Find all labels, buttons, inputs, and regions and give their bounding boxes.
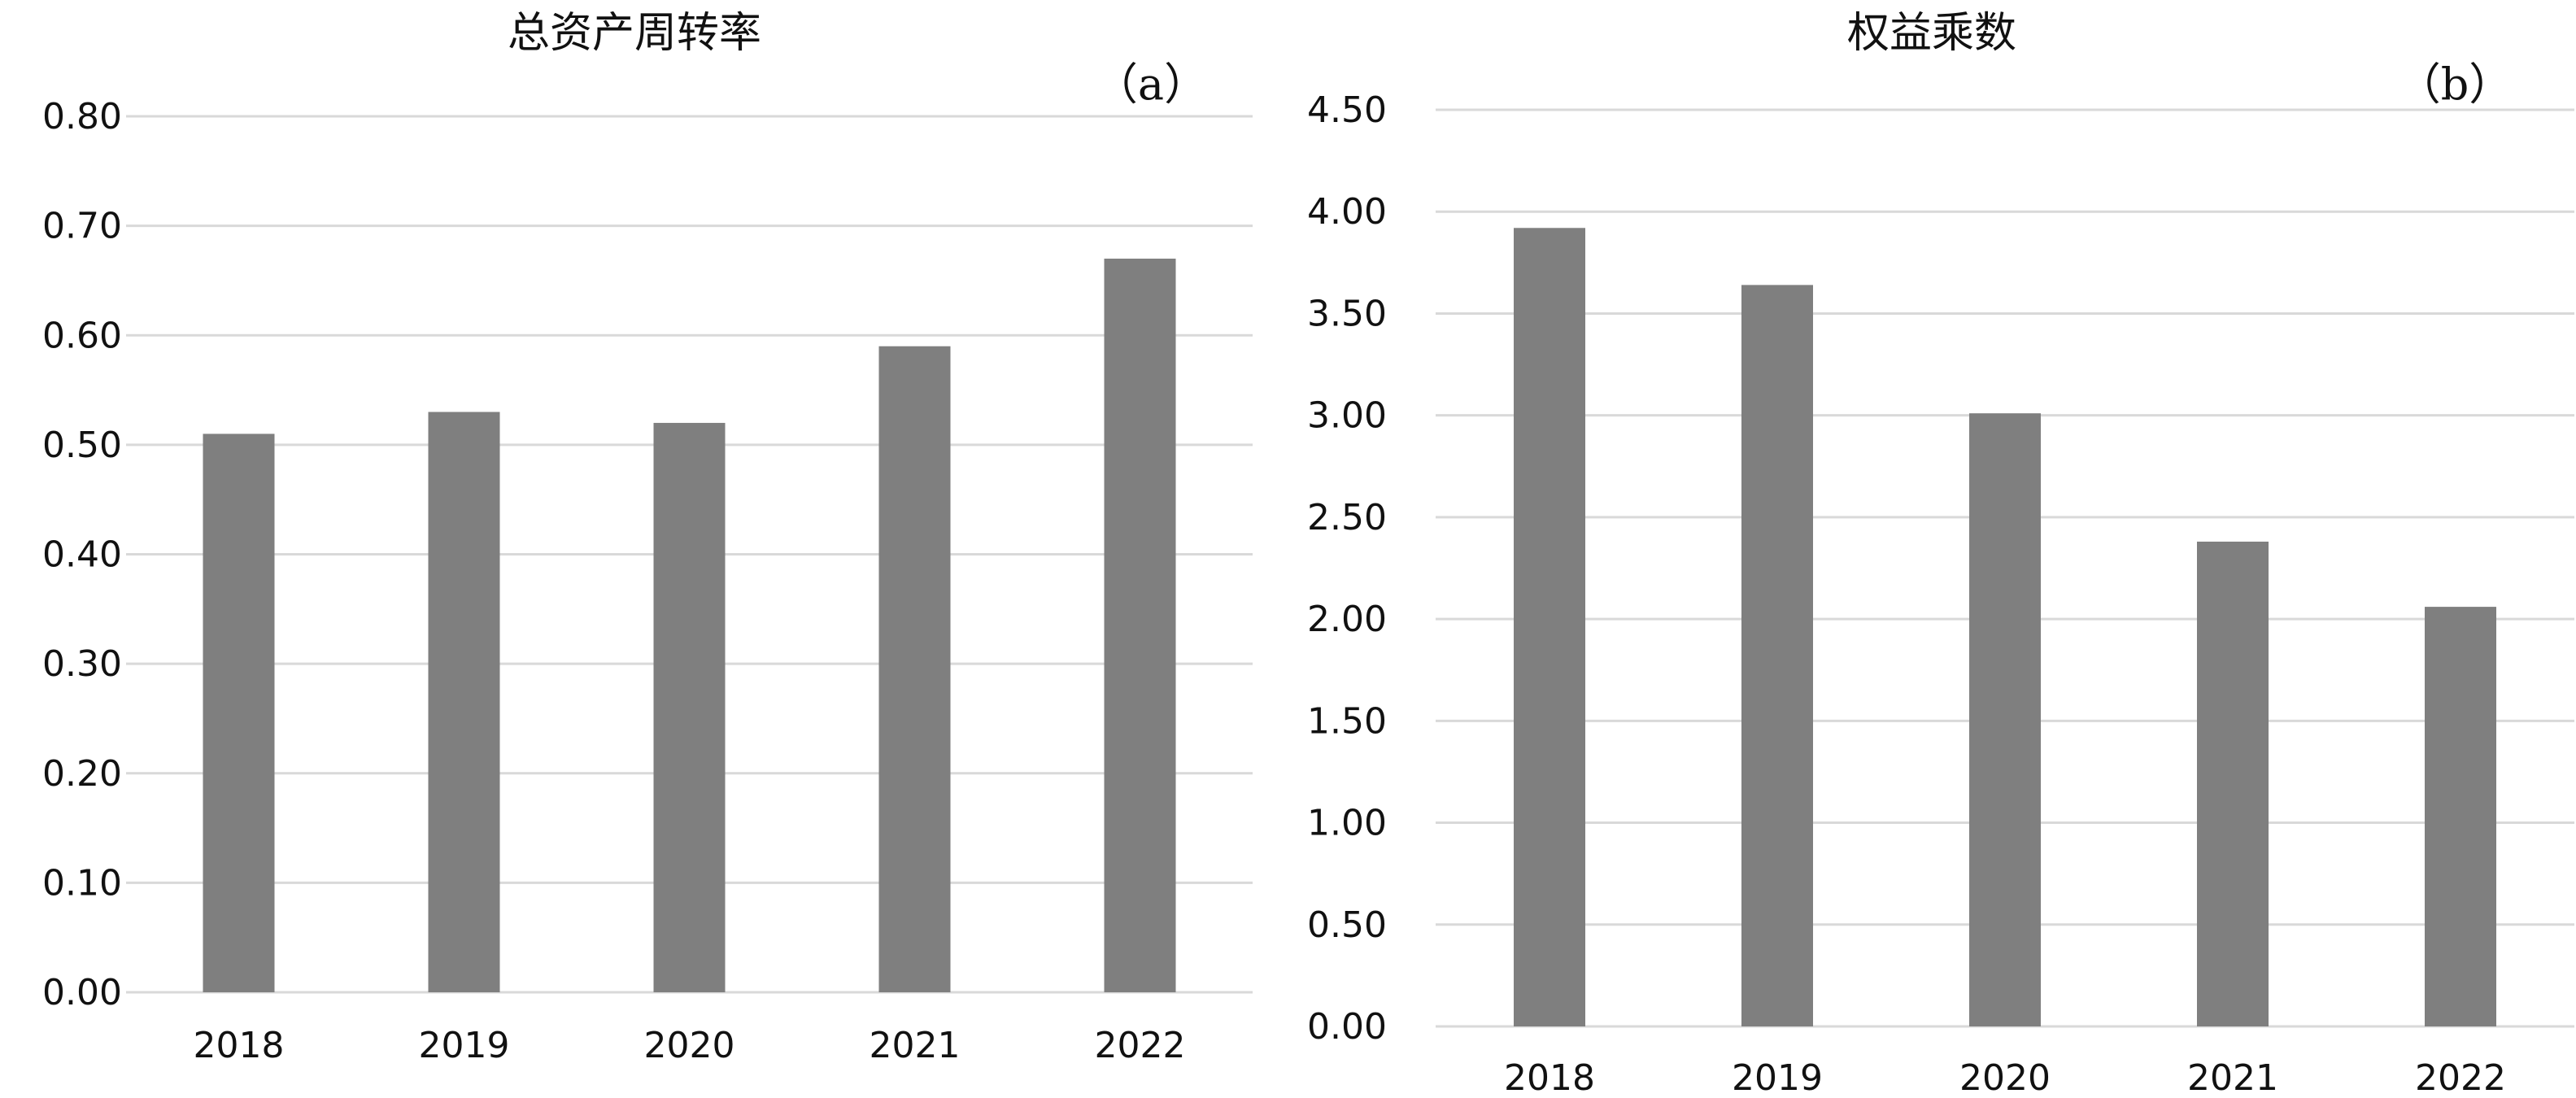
chart-a-y-axis-ticks: 0.00 0.10 0.20 0.30 0.40 0.50 0.60 0.70 0.80: [42, 96, 122, 1013]
chart-b-panel-label: （b）: [2397, 59, 2513, 110]
chart-a-y-tick-label: 0.50: [42, 425, 122, 466]
chart-b-x-tick-label: 2020: [1959, 1057, 2051, 1098]
chart-b-bar-2021: [2197, 541, 2269, 1026]
chart-b-y-tick-label: 2.50: [1307, 497, 1387, 538]
chart-a-bars: [203, 259, 1176, 992]
chart-a-y-tick-label: 0.30: [42, 643, 122, 685]
chart-a-bar-2018: [203, 434, 275, 992]
chart-b-title: 权益乘数: [1847, 9, 2016, 58]
chart-a-bar-2022: [1104, 259, 1176, 992]
chart-b-x-axis-ticks: 2018 2019 2020 2021 2022: [1504, 1057, 2506, 1098]
chart-a-x-tick-label: 2021: [870, 1025, 961, 1066]
chart-a-total-asset-turnover: 0.00 0.10 0.20 0.30 0.40 0.50 0.60 0.70 0.80 201…: [42, 9, 1253, 1066]
chart-b-y-tick-label: 2.00: [1307, 599, 1387, 640]
chart-b-bar-2020: [1969, 413, 2041, 1026]
chart-a-bar-2020: [653, 422, 726, 992]
chart-a-y-tick-label: 0.40: [42, 534, 122, 576]
chart-a-x-axis-ticks: 2018 2019 2020 2021 2022: [194, 1025, 1186, 1066]
chart-a-panel-label: （a）: [1094, 59, 1208, 110]
chart-b-bar-2018: [1514, 228, 1585, 1026]
chart-a-y-tick-label: 0.10: [42, 862, 122, 904]
chart-b-bar-2019: [1741, 285, 1813, 1027]
chart-b-x-tick-label: 2022: [2415, 1057, 2506, 1098]
chart-b-y-tick-label: 1.50: [1307, 700, 1387, 742]
chart-b-bar-2022: [2425, 607, 2496, 1026]
chart-a-y-tick-label: 0.80: [42, 96, 122, 137]
chart-a-bar-2019: [428, 412, 500, 992]
chart-a-x-tick-label: 2020: [644, 1025, 735, 1066]
chart-b-y-tick-label: 3.00: [1307, 395, 1387, 437]
chart-a-y-tick-label: 0.70: [42, 206, 122, 247]
chart-b-x-tick-label: 2019: [1732, 1057, 1823, 1098]
chart-a-y-tick-label: 0.00: [42, 972, 122, 1013]
chart-b-y-tick-label: 1.00: [1307, 803, 1387, 844]
chart-b-y-tick-label: 0.00: [1307, 1006, 1387, 1048]
chart-a-y-tick-label: 0.60: [42, 315, 122, 356]
chart-a-title: 总资产周转率: [508, 9, 761, 58]
chart-a-y-tick-label: 0.20: [42, 753, 122, 795]
chart-b-y-axis-ticks: 0.00 0.50 1.00 1.50 2.00 2.50 3.00 3.50 4.00 4.50: [1307, 89, 1387, 1048]
chart-b-y-tick-label: 3.50: [1307, 293, 1387, 334]
chart-a-x-tick-label: 2018: [194, 1025, 285, 1066]
chart-b-y-tick-label: 0.50: [1307, 904, 1387, 946]
chart-b-x-tick-label: 2021: [2187, 1057, 2278, 1098]
chart-b-y-tick-label: 4.50: [1307, 89, 1387, 131]
chart-b-x-tick-label: 2018: [1504, 1057, 1595, 1098]
chart-a-bar-2021: [878, 346, 951, 992]
chart-b-bars: [1514, 228, 2496, 1027]
chart-a-x-tick-label: 2022: [1095, 1025, 1186, 1066]
chart-b-y-tick-label: 4.00: [1307, 191, 1387, 233]
chart-a-x-tick-label: 2019: [419, 1025, 510, 1066]
